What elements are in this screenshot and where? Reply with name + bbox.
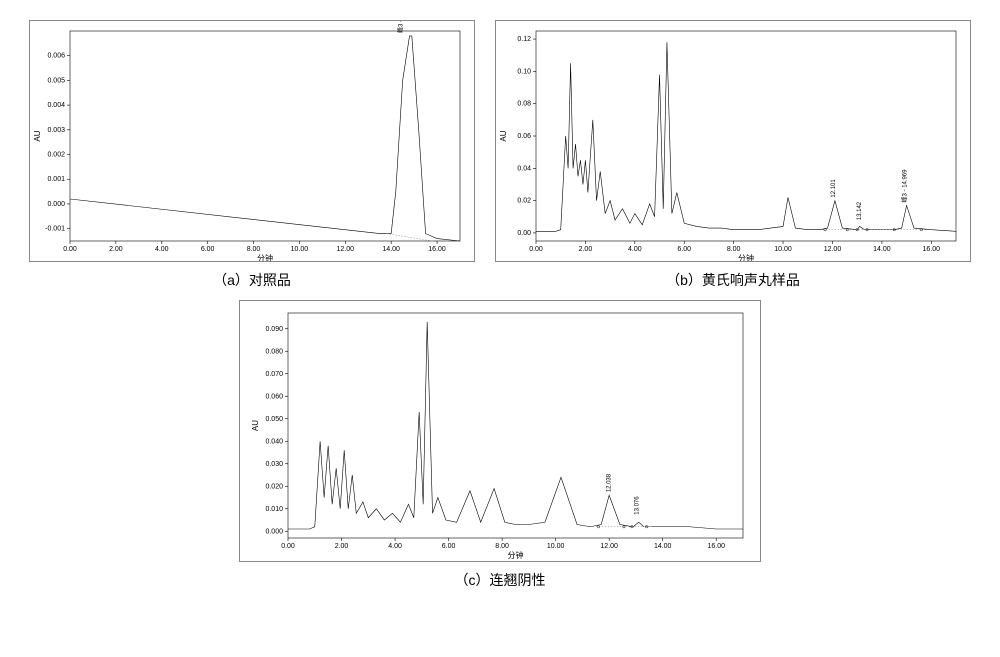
svg-text:0.002: 0.002 (47, 152, 65, 159)
svg-text:12.038: 12.038 (607, 473, 613, 492)
svg-text:2.00: 2.00 (109, 246, 123, 253)
chart-c: 0.00 2.00 4.00 6.00 8.00 10.00 12.00 14.00 16.00… (239, 300, 761, 562)
svg-text:12.00: 12.00 (337, 246, 355, 253)
top-row: 0.00 2.00 4.00 6.00 8.00 10.00 12.00 14.00 16.00… (20, 20, 980, 290)
svg-text:0.003: 0.003 (47, 127, 65, 134)
svg-text:0.06: 0.06 (517, 133, 531, 140)
svg-text:13.076: 13.076 (635, 496, 641, 515)
svg-text:8.00: 8.00 (247, 246, 261, 253)
svg-text:16.00: 16.00 (923, 246, 941, 253)
svg-text:8.00: 8.00 (495, 543, 509, 550)
svg-text:12.101: 12.101 (831, 179, 837, 198)
svg-text:0.04: 0.04 (517, 165, 531, 172)
svg-text:峰3 - 14.915: 峰3 - 14.915 (397, 21, 405, 33)
svg-text:0.060: 0.060 (265, 393, 283, 400)
svg-text:0.12: 0.12 (517, 36, 531, 43)
svg-text:0.030: 0.030 (265, 461, 283, 468)
svg-text:0.001: 0.001 (47, 176, 65, 183)
svg-text:0.000: 0.000 (265, 528, 283, 535)
svg-text:6.00: 6.00 (442, 543, 456, 550)
svg-text:6.00: 6.00 (677, 246, 691, 253)
svg-text:2.00: 2.00 (579, 246, 593, 253)
svg-text:12.00: 12.00 (600, 543, 618, 550)
svg-text:0.08: 0.08 (517, 101, 531, 108)
svg-text:0.006: 0.006 (47, 53, 65, 60)
svg-text:14.00: 14.00 (873, 246, 891, 253)
svg-text:0.10: 0.10 (517, 68, 531, 75)
svg-text:AU: AU (499, 130, 508, 141)
svg-text:4.00: 4.00 (628, 246, 642, 253)
figure-grid: 0.00 2.00 4.00 6.00 8.00 10.00 12.00 14.00 16.00… (20, 20, 980, 590)
svg-text:0.070: 0.070 (265, 371, 283, 378)
svg-text:14.00: 14.00 (382, 246, 400, 253)
svg-text:0.004: 0.004 (47, 102, 65, 109)
svg-text:0.080: 0.080 (265, 348, 283, 355)
svg-text:16.00: 16.00 (428, 246, 446, 253)
svg-text:12.00: 12.00 (824, 246, 842, 253)
svg-text:0.050: 0.050 (265, 416, 283, 423)
svg-text:0.020: 0.020 (265, 483, 283, 490)
svg-text:4.00: 4.00 (388, 543, 402, 550)
svg-text:2.00: 2.00 (335, 543, 349, 550)
svg-text:0.000: 0.000 (47, 201, 65, 208)
bottom-row: 0.00 2.00 4.00 6.00 8.00 10.00 12.00 14.00 16.00… (20, 300, 980, 590)
caption-c: （c）连翘阴性 (455, 570, 546, 590)
chart-a: 0.00 2.00 4.00 6.00 8.00 10.00 12.00 14.00 16.00… (29, 20, 475, 262)
svg-text:分钟: 分钟 (738, 253, 754, 261)
svg-text:分钟: 分钟 (257, 253, 273, 261)
svg-text:AU: AU (251, 420, 260, 431)
svg-text:分钟: 分钟 (508, 550, 524, 560)
svg-text:6.00: 6.00 (201, 246, 215, 253)
svg-text:0.090: 0.090 (265, 326, 283, 333)
svg-text:0.040: 0.040 (265, 438, 283, 445)
svg-text:-0.001: -0.001 (45, 226, 65, 233)
svg-text:峰3 - 14.969: 峰3 - 14.969 (901, 169, 909, 203)
svg-text:0.00: 0.00 (281, 543, 295, 550)
svg-text:8.00: 8.00 (727, 246, 741, 253)
svg-text:14.00: 14.00 (654, 543, 672, 550)
caption-b: （b）黄氏响声丸样品 (666, 270, 800, 290)
panel-a: 0.00 2.00 4.00 6.00 8.00 10.00 12.00 14.00 16.00… (29, 20, 475, 290)
svg-text:13.142: 13.142 (857, 201, 863, 220)
svg-text:0.02: 0.02 (517, 198, 531, 205)
chart-b: 0.00 2.00 4.00 6.00 8.00 10.00 12.00 14.00 16.00… (495, 20, 971, 262)
caption-a: （a）对照品 (213, 270, 291, 290)
svg-text:16.00: 16.00 (707, 543, 725, 550)
svg-text:AU: AU (33, 130, 42, 141)
panel-b: 0.00 2.00 4.00 6.00 8.00 10.00 12.00 14.00 16.00… (495, 20, 971, 290)
svg-text:10.00: 10.00 (774, 246, 792, 253)
svg-text:10.00: 10.00 (291, 246, 309, 253)
svg-text:0.00: 0.00 (529, 246, 543, 253)
svg-text:4.00: 4.00 (155, 246, 169, 253)
svg-text:0.010: 0.010 (265, 506, 283, 513)
svg-text:0.00: 0.00 (63, 246, 77, 253)
panel-c: 0.00 2.00 4.00 6.00 8.00 10.00 12.00 14.00 16.00… (239, 300, 761, 590)
svg-text:0.00: 0.00 (517, 230, 531, 237)
svg-text:10.00: 10.00 (547, 543, 565, 550)
svg-text:0.005: 0.005 (47, 77, 65, 84)
